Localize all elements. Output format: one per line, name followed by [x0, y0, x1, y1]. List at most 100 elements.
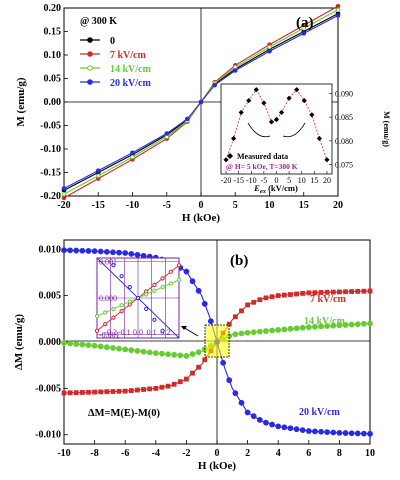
panel-b-series-point: [367, 430, 373, 437]
panel-a-ytick-label: 0.00: [44, 97, 62, 108]
panel-b-inset: -0.2 -0.1 0.0 0.1 0.2 0.001 0.000 -0.001: [94, 257, 199, 339]
panel-b-series-point: [336, 322, 343, 329]
panel-b-xtick-label: 0: [215, 448, 220, 459]
inset-a-point: [261, 100, 267, 106]
panel-b-ytick-label: 0.000: [39, 337, 62, 348]
inset-b-point: [111, 263, 116, 268]
inset-b-point: [152, 317, 157, 322]
inset-b-point: [144, 292, 149, 297]
panel-b-series-point: [269, 327, 275, 334]
inset-a-xtick-label: -15: [233, 176, 244, 185]
panel-a-series-point: [301, 31, 307, 36]
panel-b-zoom-box: [204, 324, 230, 358]
inset-a-data: [223, 87, 330, 163]
panel-b-series-point: [275, 423, 282, 430]
panel-a-annotation: @ 300 K: [80, 16, 117, 27]
inset-a-xtick-label: -20: [221, 176, 232, 185]
panel-b-series-point: [79, 390, 85, 395]
inset-b-point: [119, 308, 124, 314]
inset-b-point: [176, 263, 182, 268]
panel-a-series-point: [130, 150, 135, 156]
panel-a-xtick-label: 0: [199, 200, 204, 211]
inset-b-point: [168, 269, 173, 274]
panel-b-series-point: [299, 427, 306, 433]
inset-a-ylabel: M (emu/g): [382, 111, 391, 147]
panel-b-series-point: [184, 376, 189, 382]
legend-marker: [87, 37, 93, 43]
panel-b-xlabel: H (kOe): [198, 460, 237, 472]
panel-b-series-point: [343, 289, 348, 295]
panel-b-series-point: [293, 325, 300, 332]
panel-b-series-point: [318, 323, 324, 330]
inset-a-point: [278, 109, 285, 116]
inset-b-point: [152, 282, 157, 288]
panel-a-ytick-label: -0.10: [40, 144, 61, 155]
panel-b-series-point: [287, 325, 294, 332]
panel-b-series-point: [189, 351, 196, 357]
panel-b-series-point: [251, 299, 257, 305]
panel-a-series-point: [61, 191, 67, 197]
panel-b-series-point: [269, 421, 275, 428]
panel-a-xtick-label: -10: [126, 200, 139, 211]
panel-b-series-point: [330, 289, 336, 295]
inset-a-arrow-left: [247, 122, 271, 138]
panel-a-series-point: [267, 44, 272, 50]
panel-b-series-point: [348, 430, 355, 437]
panel-b-series-point: [207, 318, 214, 325]
inset-b-xtick-label: 0.2: [160, 328, 170, 337]
series-label-14: 14 kV/cm: [304, 316, 346, 327]
panel-b-series-point: [122, 388, 128, 394]
panel-a-series-point: [267, 48, 272, 54]
panel-b-series-point: [73, 390, 79, 396]
panel-b-series-point: [337, 289, 342, 295]
panel-b-series-point: [171, 381, 177, 387]
panel-b-series-point: [91, 342, 98, 349]
panel-b-series-point: [342, 430, 349, 436]
panel-b-series-point: [293, 426, 300, 433]
panel-b-series-point: [152, 350, 159, 357]
inset-b-point: [176, 277, 182, 282]
inset-a-xtick-label: 0: [275, 176, 279, 185]
panel-b-series-point: [165, 351, 171, 358]
inset-b-point: [94, 314, 100, 319]
panel-a-series-point: [198, 99, 204, 105]
panel-b-series-point: [330, 429, 337, 436]
panel-b-series-point: [103, 248, 110, 255]
panel-b-series-point: [275, 293, 281, 299]
panel-b-xtick-label: -10: [57, 448, 70, 459]
panel-b-series-point: [238, 330, 245, 337]
panel-b-series-point: [330, 322, 337, 329]
panel-b-ytick-label: -0.010: [35, 430, 61, 441]
panel-a-series-point: [61, 186, 67, 191]
panel-b-series-point: [128, 251, 135, 257]
panel-b-series-point: [183, 268, 190, 275]
panel-b-series-point: [92, 389, 97, 395]
panel-b-series-point: [73, 341, 80, 347]
panel-b-series-point: [288, 292, 293, 297]
panel-b-series-point: [305, 324, 312, 331]
inset-a-point: [253, 87, 259, 93]
panel-a: -20 -15 -10 -5 0 5 10 15 20-0.20-0.15-0.10-0.050…: [15, 3, 391, 224]
panel-b-ylabel: ΔM (emu/g): [13, 314, 25, 370]
panel-b-series-point: [244, 329, 251, 336]
panel-a-legend: 0 7 kV/cm 14 kV/cm 20 kV/cm: [80, 36, 152, 89]
inset-b-arrow: [182, 326, 199, 337]
panel-a-series-point: [335, 3, 341, 9]
inset-a-xlabel: Eex (kV/cm): [253, 183, 298, 195]
inset-b-point: [111, 315, 116, 320]
panel-b-series-point: [250, 413, 257, 420]
panel-a-ytick-label: -0.05: [40, 121, 61, 132]
panel-b-series-point: [263, 328, 269, 334]
panel-b-series-point: [86, 389, 91, 395]
panel-a-series-point: [301, 25, 307, 31]
series-label-7: 7 kV/cm: [310, 294, 347, 305]
inset-b-point: [168, 281, 173, 286]
panel-a-xtick-label: 10: [265, 200, 275, 211]
panel-b-series-point: [183, 353, 190, 359]
legend-marker: [87, 65, 93, 71]
inset-a-xtick-label: 20: [323, 176, 331, 185]
panel-b-series-point: [299, 324, 306, 331]
panel-b-series-point: [128, 388, 134, 393]
inset-a-note: @ H= 5 kOe, T=300 K: [226, 162, 298, 171]
